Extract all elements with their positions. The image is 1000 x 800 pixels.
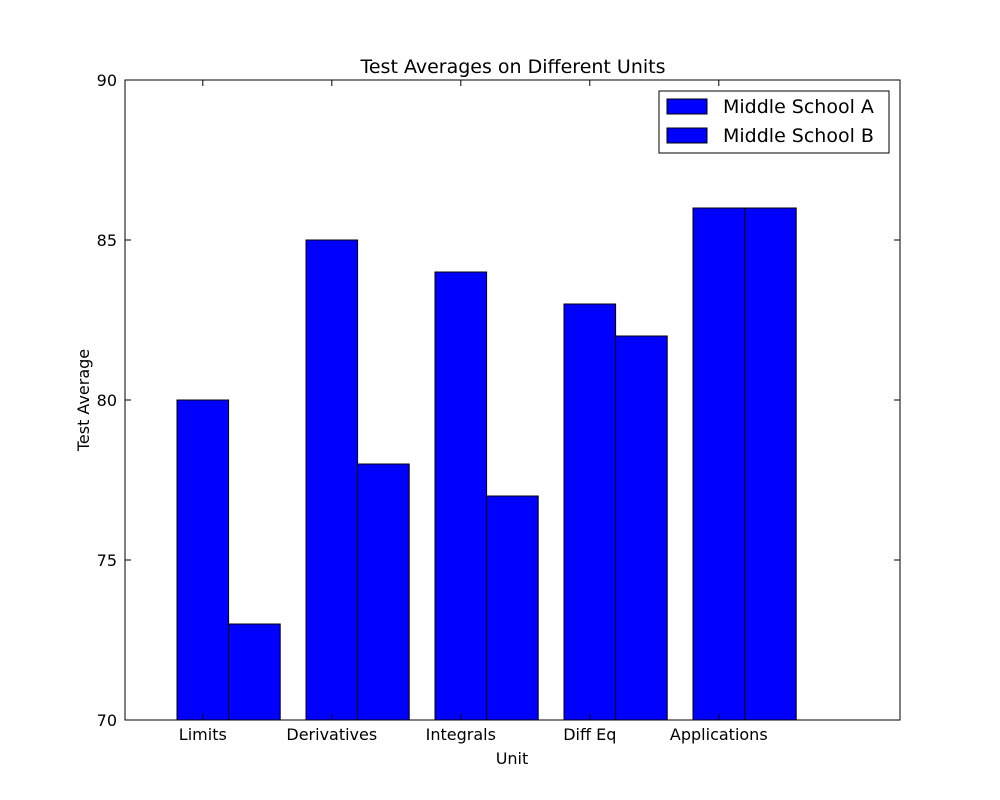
legend-label-b: Middle School B [723, 125, 874, 147]
ticks-group: 70 75 80 85 90 Limits Derivatives Integrals Diff… [97, 71, 900, 744]
x-tick-label: Diff Eq [563, 725, 616, 744]
y-tick-label: 85 [97, 231, 117, 250]
bar-a-limits [176, 399, 230, 721]
legend-label-a: Middle School A [723, 96, 874, 118]
x-tick-label: Applications [670, 725, 768, 744]
bar-a-integrals [434, 271, 488, 721]
bars-group [176, 207, 797, 721]
bar-b-diff-eq [615, 335, 668, 721]
y-tick-label: 80 [97, 391, 117, 410]
x-tick-label: Limits [179, 725, 227, 744]
bar-a-diff-eq [563, 303, 617, 721]
legend-swatch-b [666, 127, 708, 144]
y-tick-label: 70 [97, 711, 117, 730]
x-tick-label: Derivatives [286, 725, 377, 744]
y-axis-label: Test Average [74, 349, 93, 452]
bar-a-applications [692, 207, 746, 721]
y-tick-label: 90 [97, 71, 117, 90]
legend: Middle School A Middle School B [658, 90, 890, 154]
x-tick-label: Integrals [426, 725, 496, 744]
legend-swatch-a [666, 98, 708, 115]
bar-a-derivatives [305, 239, 359, 721]
bar-b-integrals [486, 495, 539, 721]
x-axis-label: Unit [496, 749, 529, 768]
bar-b-derivatives [357, 463, 410, 721]
y-tick-label: 75 [97, 551, 117, 570]
chart-title: Test Averages on Different Units [359, 56, 665, 78]
plot-frame [124, 79, 901, 721]
bar-b-applications [744, 207, 797, 721]
bar-b-limits [228, 623, 281, 721]
